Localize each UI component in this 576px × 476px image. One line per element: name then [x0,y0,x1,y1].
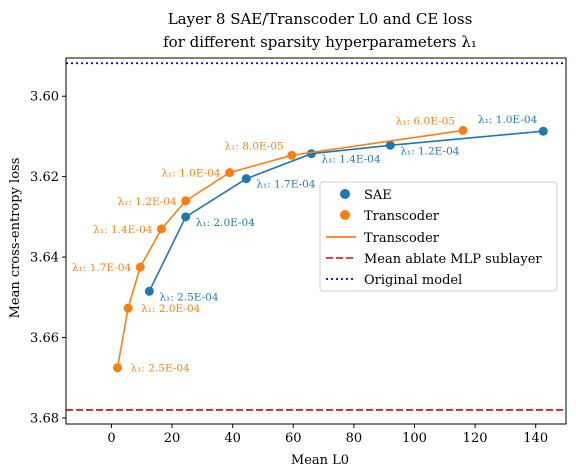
point-sae-5 [538,126,548,136]
point-transcoder-7 [458,125,468,135]
y-tick-label-1: 3.62 [30,170,59,185]
point-transcoder-6 [287,150,297,160]
point-transcoder-4 [181,196,191,206]
x-tick-label-6: 120 [463,431,488,446]
chart-title-line1: Layer 8 SAE/Transcoder L0 and CE loss [168,10,473,28]
y-tick-label-2: 3.64 [30,251,59,266]
axes-frame [65,57,567,425]
x-axis-label: Mean L0 [291,453,349,468]
x-tick-label-7: 140 [523,431,548,446]
point-transcoder-2 [135,262,145,272]
data-label-transcoder-7: λ₁: 6.0E-05 [396,115,455,127]
point-transcoder-0 [113,363,123,373]
legend-label-original: Original model [364,273,462,288]
x-tick-label-5: 100 [402,431,427,446]
legend-marker-transcoder [340,210,350,220]
x-tick-label-2: 40 [224,431,241,446]
point-transcoder-3 [156,224,166,234]
legend-box [319,181,558,292]
legend-label-sae: SAE [364,188,392,203]
point-sae-3 [306,149,316,159]
legend-label-ablate: Mean ablate MLP sublayer [364,252,542,267]
legend-label-transcoder-line: Transcoder [364,231,440,246]
point-transcoder-1 [123,303,133,313]
data-label-sae-5: λ₁: 1.0E-04 [478,114,538,126]
chart-title-line2: for different sparsity hyperparameters λ… [163,33,477,51]
point-sae-2 [241,174,251,184]
y-tick-label-0: 3.60 [30,90,59,105]
legend: SAE Transcoder Transcoder Mean ablate ML… [319,181,558,292]
x-tick-label-0: 0 [107,431,115,446]
data-label-sae-0: λ₁: 2.5E-04 [159,291,219,303]
data-label-transcoder-6: λ₁: 8.0E-05 [225,140,284,152]
point-sae-4 [385,140,395,150]
data-label-sae-2: λ₁: 1.7E-04 [256,179,316,191]
data-label-transcoder-0: λ₁: 2.5E-04 [131,363,191,375]
x-tick-label-3: 60 [285,431,302,446]
point-transcoder-5 [225,168,235,178]
series-line-transcoder [116,129,464,368]
legend-marker-sae [340,189,350,199]
series-line-sae [148,130,544,292]
legend-label-transcoder: Transcoder [364,209,440,224]
data-label-transcoder-4: λ₁: 1.2E-04 [117,196,177,208]
x-tick-label-1: 20 [164,431,181,446]
data-label-transcoder-3: λ₁: 1.4E-04 [93,224,153,236]
data-label-transcoder-1: λ₁: 2.0E-04 [141,303,201,315]
y-axis-label: Mean cross-entropy loss [8,158,23,319]
point-sae-0 [144,286,154,296]
data-label-transcoder-5: λ₁: 1.0E-04 [161,168,221,180]
y-tick-label-3: 3.66 [30,331,59,346]
x-tick-label-4: 80 [346,431,363,446]
point-sae-1 [181,212,191,222]
data-label-transcoder-2: λ₁: 1.7E-04 [72,262,132,274]
data-label-sae-4: λ₁: 1.2E-04 [400,145,460,157]
y-tick-label-4: 3.68 [30,411,59,426]
data-label-sae-3: λ₁: 1.4E-04 [321,154,381,166]
data-label-sae-1: λ₁: 2.0E-04 [196,217,256,229]
